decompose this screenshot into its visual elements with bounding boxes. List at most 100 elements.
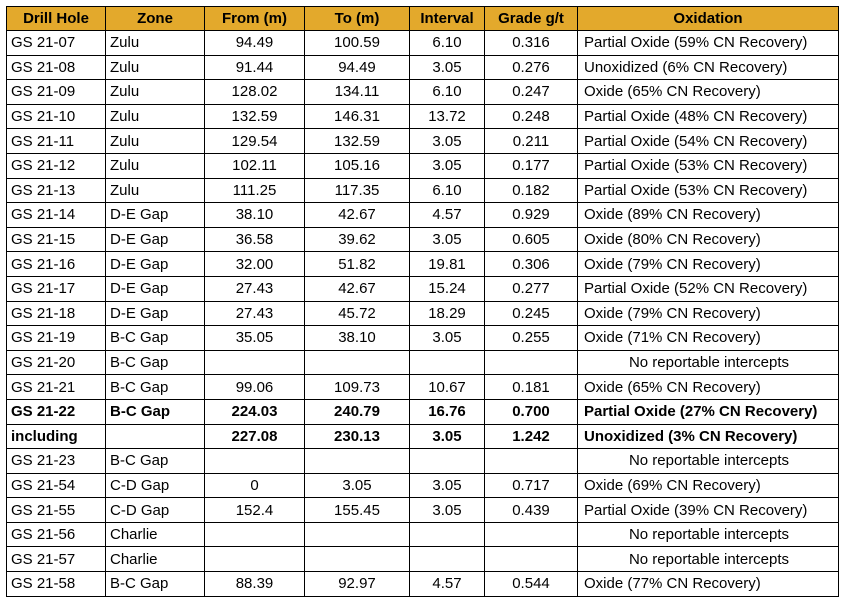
grade-cell: 0.245	[484, 300, 578, 327]
drill-hole-cell: GS 21-56	[6, 521, 106, 548]
grade-cell: 0.276	[484, 54, 578, 81]
grade-cell: 0.255	[484, 325, 578, 351]
interval-cell: 3.05	[409, 325, 485, 351]
grade-cell	[484, 448, 578, 474]
from-cell	[204, 521, 305, 548]
table-row: GS 21-12 Zulu 102.11 105.16 3.05 0.177 Partial…	[6, 152, 839, 179]
header-to: To (m)	[304, 6, 410, 31]
from-cell	[204, 349, 305, 376]
drill-hole-cell: GS 21-54	[6, 472, 106, 499]
from-cell: 35.05	[204, 325, 305, 351]
table-row: GS 21-07 Zulu 94.49 100.59 6.10 0.316 Partial …	[6, 30, 839, 56]
to-cell: 109.73	[304, 374, 410, 400]
grade-cell: 0.316	[484, 30, 578, 56]
zone-cell: C-D Gap	[105, 497, 205, 523]
grade-cell: 0.544	[484, 571, 578, 597]
from-cell: 99.06	[204, 374, 305, 400]
oxidation-cell: Partial Oxide (52% CN Recovery)	[577, 275, 839, 302]
header-from: From (m)	[204, 6, 305, 31]
oxidation-cell: Partial Oxide (53% CN Recovery)	[577, 177, 839, 204]
grade-cell: 0.277	[484, 275, 578, 302]
table-body: GS 21-07 Zulu 94.49 100.59 6.10 0.316 Partial …	[6, 30, 839, 597]
grade-cell: 0.211	[484, 128, 578, 154]
interval-cell: 10.67	[409, 374, 485, 400]
from-cell: 38.10	[204, 202, 305, 228]
header-interval: Interval	[409, 6, 485, 31]
table-row: GS 21-18 D-E Gap 27.43 45.72 18.29 0.245 Oxide…	[6, 300, 839, 327]
to-cell: 92.97	[304, 571, 410, 597]
header-oxidation: Oxidation	[577, 6, 839, 31]
from-cell	[204, 448, 305, 474]
from-cell: 129.54	[204, 128, 305, 154]
interval-cell: 6.10	[409, 79, 485, 105]
interval-cell	[409, 521, 485, 548]
drill-hole-cell: GS 21-07	[6, 30, 106, 56]
from-cell: 111.25	[204, 177, 305, 204]
interval-cell: 3.05	[409, 152, 485, 179]
drill-hole-cell: GS 21-08	[6, 54, 106, 81]
to-cell	[304, 349, 410, 376]
from-cell: 152.4	[204, 497, 305, 523]
drill-hole-cell: GS 21-20	[6, 349, 106, 376]
oxidation-cell: Oxide (65% CN Recovery)	[577, 374, 839, 400]
drill-hole-cell: GS 21-11	[6, 128, 106, 154]
from-cell: 27.43	[204, 300, 305, 327]
table-row: GS 21-14 D-E Gap 38.10 42.67 4.57 0.929 Oxide …	[6, 202, 839, 228]
drill-hole-cell: GS 21-16	[6, 251, 106, 277]
to-cell	[304, 546, 410, 573]
interval-cell: 3.05	[409, 128, 485, 154]
zone-cell: Charlie	[105, 546, 205, 573]
zone-cell: Charlie	[105, 521, 205, 548]
table-row: GS 21-15 D-E Gap 36.58 39.62 3.05 0.605 Oxide …	[6, 226, 839, 253]
to-cell: 51.82	[304, 251, 410, 277]
table-row: GS 21-22 B-C Gap 224.03 240.79 16.76 0.700 Par…	[6, 398, 839, 425]
drill-hole-cell: GS 21-22	[6, 398, 106, 425]
zone-cell: D-E Gap	[105, 275, 205, 302]
to-cell: 105.16	[304, 152, 410, 179]
interval-cell: 6.10	[409, 177, 485, 204]
drill-hole-cell: GS 21-14	[6, 202, 106, 228]
interval-cell: 19.81	[409, 251, 485, 277]
drill-hole-cell: GS 21-55	[6, 497, 106, 523]
grade-cell: 0.439	[484, 497, 578, 523]
table-header: Drill Hole Zone From (m) To (m) Interval…	[6, 6, 839, 31]
grade-cell: 0.177	[484, 152, 578, 179]
to-cell: 155.45	[304, 497, 410, 523]
interval-cell	[409, 448, 485, 474]
oxidation-cell: Partial Oxide (59% CN Recovery)	[577, 30, 839, 56]
zone-cell: B-C Gap	[105, 325, 205, 351]
interval-cell: 16.76	[409, 398, 485, 425]
oxidation-cell: Partial Oxide (48% CN Recovery)	[577, 103, 839, 130]
oxidation-cell: Oxide (79% CN Recovery)	[577, 251, 839, 277]
table-row: GS 21-11 Zulu 129.54 132.59 3.05 0.211 Partial…	[6, 128, 839, 154]
from-cell: 88.39	[204, 571, 305, 597]
zone-cell: Zulu	[105, 177, 205, 204]
grade-cell	[484, 521, 578, 548]
zone-cell: Zulu	[105, 54, 205, 81]
from-cell: 27.43	[204, 275, 305, 302]
zone-cell: Zulu	[105, 152, 205, 179]
from-cell: 36.58	[204, 226, 305, 253]
grade-cell	[484, 349, 578, 376]
to-cell	[304, 521, 410, 548]
drill-hole-cell: GS 21-17	[6, 275, 106, 302]
interval-cell: 3.05	[409, 472, 485, 499]
interval-cell: 4.57	[409, 571, 485, 597]
interval-cell: 13.72	[409, 103, 485, 130]
header-grade: Grade g/t	[484, 6, 578, 31]
table-row: GS 21-57 Charlie No reportable intercepts	[6, 546, 839, 573]
oxidation-cell: Partial Oxide (27% CN Recovery)	[577, 398, 839, 425]
oxidation-cell: Oxide (77% CN Recovery)	[577, 571, 839, 597]
oxidation-cell: Oxide (69% CN Recovery)	[577, 472, 839, 499]
to-cell: 132.59	[304, 128, 410, 154]
drill-hole-cell: GS 21-21	[6, 374, 106, 400]
oxidation-cell: Oxide (65% CN Recovery)	[577, 79, 839, 105]
oxidation-cell: Partial Oxide (54% CN Recovery)	[577, 128, 839, 154]
drill-hole-cell: GS 21-23	[6, 448, 106, 474]
drill-hole-cell: GS 21-09	[6, 79, 106, 105]
interval-cell: 15.24	[409, 275, 485, 302]
drill-hole-cell: GS 21-12	[6, 152, 106, 179]
interval-cell	[409, 349, 485, 376]
table-row: GS 21-09 Zulu 128.02 134.11 6.10 0.247 Oxide (…	[6, 79, 839, 105]
zone-cell: D-E Gap	[105, 226, 205, 253]
